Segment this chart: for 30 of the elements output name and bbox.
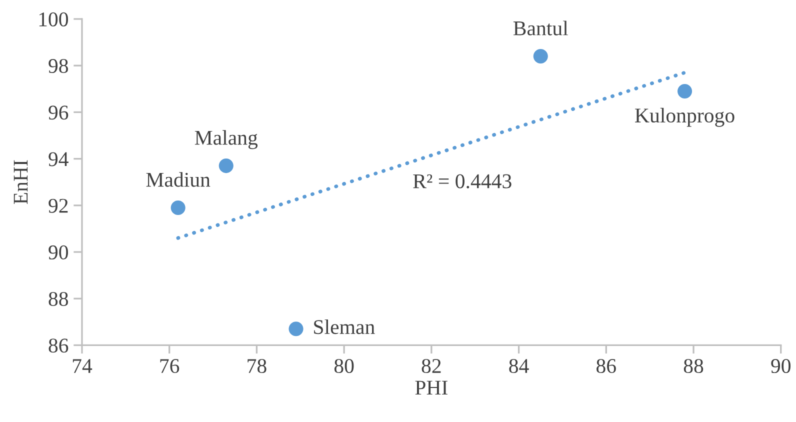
annotation: Madiun <box>146 172 210 187</box>
annotation: Kulonprogo <box>635 108 734 127</box>
point <box>533 48 548 64</box>
y-tick-label: 86 <box>48 338 68 353</box>
y-tick-label: 90 <box>48 245 68 260</box>
x-tick-label: 88 <box>684 358 704 374</box>
annotation: Malang <box>194 130 258 150</box>
x-axis-title: PHI <box>415 380 448 395</box>
y-tick-label: 98 <box>48 58 68 74</box>
annotation: Sleman <box>314 319 375 334</box>
x-tick-label: 74 <box>72 359 92 373</box>
annotation: R² = 0.4443 <box>413 174 512 188</box>
x-tick-label: 90 <box>771 358 790 374</box>
point <box>170 200 186 216</box>
x-tick-label: 84 <box>509 358 529 374</box>
y-tick-label: 100 <box>39 12 68 26</box>
y-tick-label: 92 <box>48 198 68 213</box>
y-tick-label: 96 <box>48 106 68 120</box>
y-axis-title: EnHI <box>14 160 28 204</box>
y-tick-label: 94 <box>48 152 68 166</box>
x-tick-label: 86 <box>596 358 616 374</box>
point <box>218 158 234 174</box>
x-tick-label: 76 <box>160 359 180 374</box>
annotation: Bantul <box>513 20 568 36</box>
point <box>677 84 692 99</box>
y-tick-label: 88 <box>48 292 68 306</box>
x-tick-label: 80 <box>334 358 354 374</box>
x-tick-label: 82 <box>422 358 441 374</box>
x-tick-label: 78 <box>248 358 266 374</box>
point <box>288 322 304 336</box>
